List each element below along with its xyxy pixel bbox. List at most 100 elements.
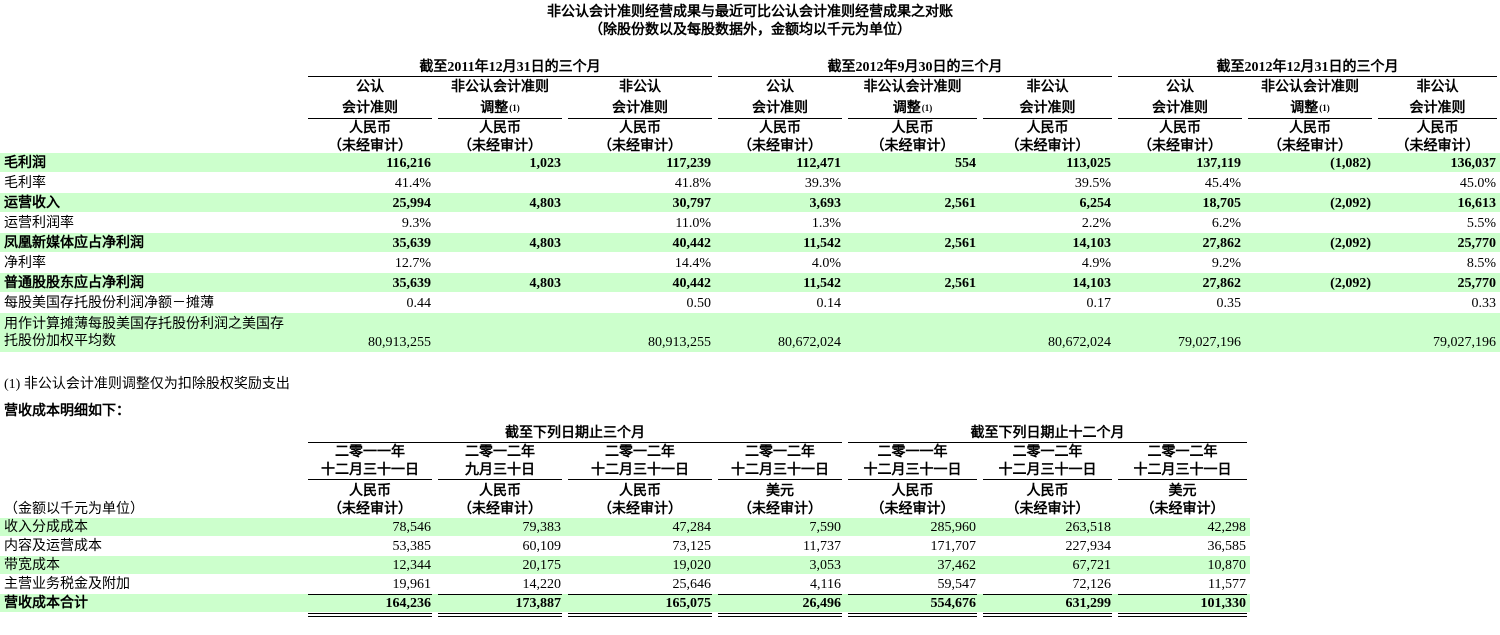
cell-value: 173,887	[515, 596, 562, 611]
row-label: 内容及运营成本	[4, 539, 102, 554]
rule	[1118, 594, 1247, 595]
column-header: 十二月三十一日	[998, 462, 1097, 478]
currency: 人民币	[479, 483, 521, 499]
cell-value: (2,092)	[1330, 275, 1371, 291]
column-header-text: 调整	[892, 101, 921, 116]
rule	[438, 118, 562, 119]
rule	[718, 616, 842, 617]
rule	[308, 479, 432, 480]
cell-value: 26,496	[802, 596, 842, 611]
cell-value: 631,299	[1065, 596, 1112, 611]
footnote-ref: (1)	[921, 103, 933, 113]
cell-value: 285,960	[930, 520, 977, 535]
cell-value: 0.17	[1086, 295, 1112, 311]
rule	[1118, 118, 1242, 119]
cell-value: 35,639	[392, 275, 432, 291]
column-header-text: 会计准则	[342, 101, 398, 116]
title: （除股份数以及每股数据外，金额均以千元为单位）	[589, 22, 911, 38]
currency: 人民币	[1159, 121, 1201, 136]
group-header: 截至2012年9月30日的三个月	[827, 59, 1003, 75]
column-header: 公认	[766, 80, 794, 95]
cell-value: 1.3%	[811, 215, 841, 231]
footnote-ref: (1)	[509, 103, 520, 113]
column-header: 十二月三十一日	[863, 462, 962, 478]
rule	[718, 594, 842, 595]
audit-status: （未经审计）	[1268, 139, 1352, 154]
cell-value: 14,103	[1072, 275, 1112, 291]
footnote: (1) 非公认会计准则调整仅为扣除股权奖励支出	[4, 377, 290, 392]
cell-value: 10,870	[1207, 558, 1247, 573]
column-header: 调整 (1)	[1245, 99, 1375, 118]
cell-value: 4,803	[529, 275, 562, 291]
currency: 人民币	[891, 121, 934, 136]
rule	[438, 594, 562, 595]
rule	[1248, 118, 1372, 119]
cell-value: 3,053	[809, 558, 842, 573]
cell-value: 67,721	[1072, 558, 1112, 573]
cell-value: 73,125	[672, 539, 712, 554]
row-label: 运营利润率	[4, 215, 74, 231]
rule	[983, 594, 1112, 595]
cell-value: 27,862	[1202, 235, 1242, 251]
column-header: 会计准则	[565, 99, 715, 118]
row-label: 运营收入	[4, 195, 60, 211]
cell-value: 8.5%	[1466, 255, 1496, 271]
audit-status: （未经审计）	[328, 501, 412, 517]
cell-value: 2,561	[944, 235, 977, 251]
currency: 人民币	[1026, 121, 1069, 136]
cell-value: 4.9%	[1081, 255, 1111, 271]
currency: 人民币	[759, 121, 801, 136]
column-header: 非公认会计准则	[451, 80, 549, 95]
column-header-text: 会计准则	[1152, 101, 1208, 116]
cell-value: 117,239	[666, 155, 711, 171]
currency: 人民币	[619, 121, 661, 136]
cell-value: 164,236	[385, 596, 432, 611]
currency: 人民币	[1026, 483, 1069, 499]
cell-value: 263,518	[1065, 520, 1112, 535]
row-highlight	[0, 193, 1500, 212]
column-header: 二零一二年	[605, 444, 675, 460]
cell-value: 0.14	[816, 295, 842, 311]
cell-value: 41.8%	[674, 175, 711, 191]
rule	[438, 479, 562, 480]
cell-value: 72,126	[1072, 577, 1112, 592]
column-header: 会计准则	[305, 99, 435, 118]
row-label: 每股美国存托股份利润净额－摊薄	[4, 295, 214, 311]
cell-value: 19,961	[392, 577, 432, 592]
cell-value: (1,082)	[1330, 155, 1371, 171]
cell-value: 0.33	[1471, 295, 1497, 311]
cell-value: 25,994	[392, 195, 432, 211]
column-header: 二零一一年	[335, 444, 405, 460]
cell-value: 7,590	[809, 520, 842, 535]
audit-status: （未经审计）	[458, 139, 542, 154]
audit-status: （未经审计）	[738, 501, 822, 517]
cell-value: 2.2%	[1081, 215, 1111, 231]
cell-value: 47,284	[672, 520, 712, 535]
cell-value: 12,344	[392, 558, 432, 573]
cell-value: 12.7%	[394, 255, 431, 271]
cell-value: 80,913,255	[368, 335, 431, 350]
cell-value: 11,737	[803, 539, 841, 554]
rule	[1378, 118, 1497, 119]
currency: 人民币	[479, 121, 521, 136]
audit-status: （未经审计）	[598, 139, 682, 154]
cell-value: 25,646	[672, 577, 712, 592]
column-header: 公认	[1166, 80, 1194, 95]
rule	[308, 442, 842, 443]
rule	[438, 616, 562, 617]
row-label: 毛利率	[4, 175, 46, 191]
rule	[568, 118, 712, 119]
cell-value: 0.50	[686, 295, 712, 311]
rule	[568, 479, 712, 480]
cell-value: 16,613	[1457, 195, 1497, 211]
footnote-ref: (1)	[1319, 103, 1330, 113]
cell-value: (2,092)	[1330, 235, 1371, 251]
row-label: 净利率	[4, 255, 46, 271]
cell-value: 18,705	[1202, 195, 1242, 211]
cell-value: 79,027,196	[1178, 335, 1241, 350]
rule	[308, 616, 432, 617]
cell-value: 25,770	[1457, 275, 1497, 291]
rule	[568, 613, 712, 614]
audit-status: （未经审计）	[1395, 139, 1480, 154]
